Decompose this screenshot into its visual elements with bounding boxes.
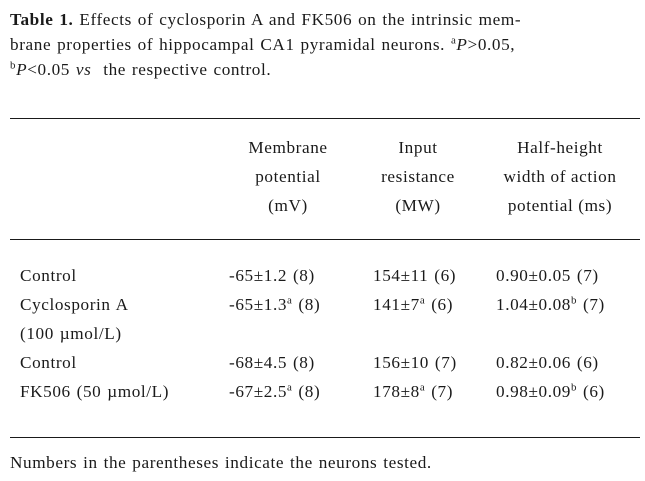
table-row-continuation: (100 µmol/L) <box>0 319 645 348</box>
caption-vs: vs <box>75 60 92 79</box>
table-top-rule <box>10 118 640 119</box>
table-footnote: Numbers in the parentheses indicate the … <box>10 453 432 472</box>
row-label: FK506 (50 µmol/L) <box>20 382 170 401</box>
cell-input-resistance: 178±8a (7) <box>373 381 454 401</box>
table-row: Control -68±4.5 (8) 156±10 (7) 0.82±0.06… <box>0 348 645 377</box>
header-half-height-width: Half-height width of action potential (m… <box>480 133 640 220</box>
cell-half-width: 1.04±0.08b (7) <box>496 294 605 314</box>
row-label: Control <box>20 266 77 285</box>
table-row: Cyclosporin A -65±1.3a (8) 141±7a (6) 1.… <box>0 290 645 319</box>
row-label-line-2: (100 µmol/L) <box>20 324 122 343</box>
table-label: Table 1. <box>10 10 74 29</box>
caption-line-1: Table 1. Effects of cyclosporin A and FK… <box>10 7 638 32</box>
header-membrane-potential: Membrane potential (mV) <box>222 133 354 220</box>
caption-p-2: P <box>16 60 28 79</box>
caption-tail: the respective control. <box>103 60 272 79</box>
caption-cmp-1: >0.05, <box>467 35 516 54</box>
cell-input-resistance: 154±11 (6) <box>373 266 457 285</box>
row-label: Cyclosporin A <box>20 295 129 314</box>
table-bottom-rule <box>10 437 640 438</box>
cell-input-resistance: 156±10 (7) <box>373 353 457 372</box>
cell-membrane-potential: -65±1.2 (8) <box>229 266 315 285</box>
caption-text-2: brane properties of hippocampal CA1 pyra… <box>10 35 446 54</box>
caption-p-1: P <box>456 35 468 54</box>
header-line: potential <box>255 167 321 186</box>
header-line: width of action <box>503 167 617 186</box>
cell-half-width: 0.90±0.05 (7) <box>496 266 599 285</box>
table-header-rule <box>10 239 640 240</box>
cell-input-resistance: 141±7a (6) <box>373 294 454 314</box>
row-label: Control <box>20 353 77 372</box>
caption-text-1: Effects of cyclosporin A and FK506 on th… <box>79 10 522 29</box>
table-row: FK506 (50 µmol/L) -67±2.5a (8) 178±8a (7… <box>0 377 645 406</box>
cell-membrane-potential: -68±4.5 (8) <box>229 353 315 372</box>
header-line: (MW) <box>395 196 441 215</box>
cell-membrane-potential: -65±1.3a (8) <box>229 294 321 314</box>
caption-cmp-2: <0.05 <box>27 60 70 79</box>
caption-line-2: brane properties of hippocampal CA1 pyra… <box>10 32 638 57</box>
header-line: potential (ms) <box>507 196 613 215</box>
caption-line-3: bP<0.05 vs the respective control. <box>10 57 638 82</box>
header-line: Membrane <box>248 138 328 157</box>
table-row: Control -65±1.2 (8) 154±11 (6) 0.90±0.05… <box>0 261 645 290</box>
cell-half-width: 0.82±0.06 (6) <box>496 353 599 372</box>
header-line: (mV) <box>268 196 308 215</box>
header-line: Input <box>398 138 438 157</box>
header-input-resistance: Input resistance (MW) <box>365 133 471 220</box>
cell-half-width: 0.98±0.09b (6) <box>496 381 605 401</box>
header-line: Half-height <box>517 138 603 157</box>
caption-sup-a: a <box>450 34 457 47</box>
header-line: resistance <box>381 167 455 186</box>
cell-membrane-potential: -67±2.5a (8) <box>229 381 321 401</box>
caption-sup-b: b <box>10 59 17 72</box>
table-caption: Table 1. Effects of cyclosporin A and FK… <box>10 7 638 82</box>
